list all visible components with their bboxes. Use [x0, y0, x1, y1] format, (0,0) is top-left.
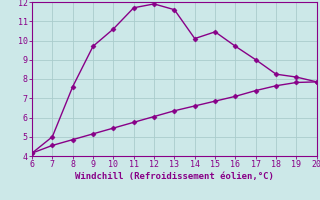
- X-axis label: Windchill (Refroidissement éolien,°C): Windchill (Refroidissement éolien,°C): [75, 172, 274, 181]
